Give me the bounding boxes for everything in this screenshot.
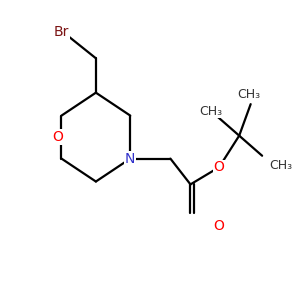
Text: O: O — [214, 160, 225, 174]
Text: CH₃: CH₃ — [269, 159, 292, 172]
Text: O: O — [214, 219, 225, 233]
Text: CH₃: CH₃ — [199, 105, 222, 118]
Text: CH₃: CH₃ — [238, 88, 261, 100]
Text: Br: Br — [54, 26, 69, 40]
Text: O: O — [52, 130, 63, 144]
Text: N: N — [125, 152, 136, 166]
